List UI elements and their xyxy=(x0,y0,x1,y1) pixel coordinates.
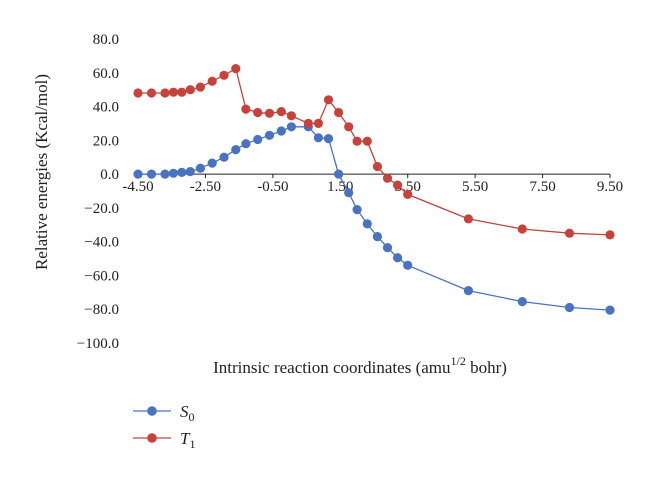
series-t1 xyxy=(133,64,615,240)
data-point xyxy=(231,64,241,74)
data-point xyxy=(160,169,170,179)
legend-label-s0: S0 xyxy=(180,402,195,424)
legend-label-t1-name: T xyxy=(180,429,191,448)
data-point xyxy=(393,253,403,263)
data-point xyxy=(344,188,354,198)
y-tick-label: −60.0 xyxy=(84,268,119,284)
x-tick-labels: -4.50 -2.50 -0.50 1.50 3.50 5.50 7.50 9.50 xyxy=(122,174,623,195)
y-tick-label: −20.0 xyxy=(84,201,119,217)
data-point xyxy=(605,230,615,240)
data-point xyxy=(185,167,195,177)
legend: S0 T1 xyxy=(133,402,195,451)
data-point xyxy=(564,302,575,313)
data-point xyxy=(177,167,187,177)
x-tick-label: -4.50 xyxy=(122,179,153,195)
data-point xyxy=(264,108,275,118)
data-point xyxy=(382,243,393,253)
data-point xyxy=(352,205,362,215)
series-line xyxy=(138,126,611,311)
data-point xyxy=(463,214,473,224)
data-point xyxy=(177,87,187,97)
data-point xyxy=(276,126,286,136)
series-layer xyxy=(133,64,615,315)
data-point xyxy=(362,136,372,146)
y-tick-label: −80.0 xyxy=(84,302,119,318)
data-point xyxy=(372,161,382,172)
data-point xyxy=(253,107,263,118)
x-axis-title-tail: bohr) xyxy=(466,358,507,377)
x-tick-label: 5.50 xyxy=(462,179,488,195)
data-point xyxy=(241,139,251,149)
data-point xyxy=(393,180,403,190)
legend-label-t1: T1 xyxy=(180,429,195,451)
data-point xyxy=(286,122,296,132)
y-tick-labels: 80.0 60.0 40.0 20.0 0.0 −20.0 −40.0 −60.0 −80.0 −… xyxy=(77,32,119,352)
x-tick-label: 9.50 xyxy=(597,179,623,195)
data-point xyxy=(195,82,205,92)
y-tick-label: 20.0 xyxy=(93,133,119,149)
data-point xyxy=(403,260,413,270)
x-axis-title-main: Intrinsic reaction coordinates (amu xyxy=(213,358,451,377)
series-s0 xyxy=(133,122,615,315)
x-axis-title-superscript: 1/2 xyxy=(451,354,466,368)
legend-item-t1: T1 xyxy=(133,429,195,451)
data-point xyxy=(168,87,178,97)
y-tick-label: 40.0 xyxy=(93,100,119,116)
data-point xyxy=(313,118,323,128)
data-point xyxy=(334,169,344,179)
data-point xyxy=(303,118,313,128)
data-point xyxy=(160,88,170,98)
data-point xyxy=(323,95,334,105)
legend-marker-s0 xyxy=(147,406,157,416)
data-point xyxy=(146,88,157,98)
legend-item-s0: S0 xyxy=(133,402,195,424)
data-point xyxy=(403,189,413,199)
data-point xyxy=(344,122,354,132)
y-tick-label: 60.0 xyxy=(93,66,119,82)
y-axis-title: Relative energies (Kcal/mol) xyxy=(32,74,51,270)
data-point xyxy=(313,133,323,143)
data-point xyxy=(219,152,229,162)
data-point xyxy=(241,104,251,114)
y-tick-label: 0.0 xyxy=(100,167,119,183)
data-point xyxy=(264,130,275,140)
data-point xyxy=(207,158,217,168)
y-tick-label: −40.0 xyxy=(84,235,119,251)
data-point xyxy=(253,134,263,145)
series-line xyxy=(138,67,611,236)
data-point xyxy=(517,224,527,234)
data-point xyxy=(517,297,527,307)
data-point xyxy=(463,286,473,296)
legend-marker-t1 xyxy=(147,433,157,443)
y-tick-label: 80.0 xyxy=(93,32,119,48)
data-point xyxy=(382,173,393,183)
data-point xyxy=(207,76,217,86)
data-point xyxy=(133,88,143,98)
data-point xyxy=(195,163,205,173)
data-point xyxy=(133,169,143,179)
data-point xyxy=(334,107,344,118)
x-tick-label: -2.50 xyxy=(190,179,221,195)
legend-label-s0-name: S xyxy=(180,402,189,421)
legend-label-s0-subscript: 0 xyxy=(189,410,195,424)
y-tick-label: −100.0 xyxy=(77,336,119,352)
data-point xyxy=(276,107,286,117)
legend-label-t1-subscript: 1 xyxy=(189,437,195,451)
data-point xyxy=(362,219,372,229)
x-tick-label: -0.50 xyxy=(257,179,288,195)
data-point xyxy=(605,305,615,315)
data-point xyxy=(168,168,178,178)
x-axis-title: Intrinsic reaction coordinates (amu1/2 b… xyxy=(213,354,507,377)
x-tick-label: 7.50 xyxy=(529,179,555,195)
data-point xyxy=(219,70,229,80)
data-point xyxy=(372,232,382,242)
data-point xyxy=(352,136,362,146)
data-point xyxy=(146,169,157,179)
data-point xyxy=(323,134,334,144)
data-point xyxy=(286,111,296,121)
data-point xyxy=(564,228,575,238)
data-point xyxy=(231,145,241,155)
data-point xyxy=(185,85,195,95)
